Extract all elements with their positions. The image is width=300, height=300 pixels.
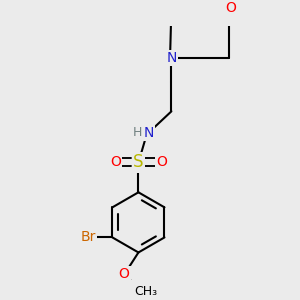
Text: Br: Br — [80, 230, 96, 244]
Text: O: O — [156, 155, 167, 169]
Text: N: N — [166, 51, 177, 65]
Text: H: H — [133, 126, 142, 139]
Text: O: O — [118, 267, 129, 281]
Text: S: S — [133, 153, 144, 171]
Text: N: N — [144, 126, 154, 140]
Text: O: O — [226, 1, 236, 15]
Text: O: O — [110, 155, 121, 169]
Text: CH₃: CH₃ — [134, 285, 158, 298]
